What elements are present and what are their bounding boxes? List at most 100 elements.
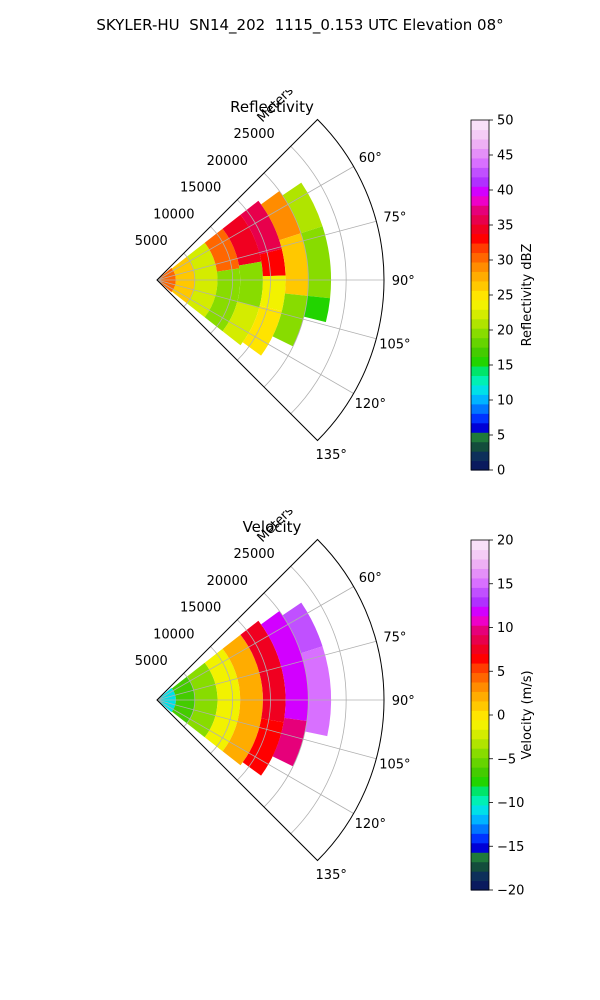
colorbar-swatch [471,644,489,655]
colorbar-swatch [471,785,489,797]
velocity-panel: 60° 75° 90° 105° 120° 135° 5000 10000 15000 20000… [135,510,535,899]
colorbar-swatch [471,422,489,433]
colorbar-tick-label: −20 [497,884,524,899]
colorbar-swatch [471,242,489,254]
colorbar-tick-label: 50 [497,114,514,129]
colorbar-swatch [471,138,489,149]
field-cell [204,268,241,332]
colorbar-swatch [471,290,489,301]
colorbar-swatch [471,672,489,683]
colorbar-swatch [471,214,489,225]
colorbar-tick-label: 25 [497,289,514,304]
field-cell [272,293,308,347]
colorbar-swatch [471,403,489,414]
colorbar-tick-label: 15 [497,577,514,592]
angle-tick-label: 120° [355,397,386,412]
colorbar-swatch [471,549,489,560]
field-cell [259,248,286,277]
colorbar-swatch [471,861,489,872]
colorbar-swatch [471,795,489,806]
colorbar-swatch [471,577,489,588]
colorbar-swatch [471,804,489,815]
colorbar-swatch [471,261,489,272]
field-cell [259,275,286,312]
radial-tick-label: 20000 [207,154,248,169]
colorbar-swatch [471,558,489,569]
radial-tick-label: 15000 [180,181,221,196]
angle-tick-label: 60° [359,151,382,166]
angle-tick-label: 120° [355,817,386,832]
angle-tick-label: 105° [379,338,410,353]
angle-tick-label: 75° [383,630,406,645]
sector-frame [156,538,385,862]
reflectivity-panel: 60° 75° 90° 105° 120° 135° 5000 10000 15000 20000… [135,90,535,479]
colorbar-swatch [471,309,489,320]
radial-tick-label: 25000 [233,127,274,142]
colorbar-swatch [471,157,489,168]
colorbar-tick-label: −15 [497,840,524,855]
polar-grid [156,145,384,415]
colorbar-swatch [471,337,489,348]
colorbar-swatch [471,568,489,579]
colorbar: −20 −15 −10 −5 0 5 10 15 20 Velocity (m/s) [470,534,535,899]
field-cell [237,261,263,308]
angular-gridline [156,699,354,814]
colorbar-swatch [471,375,489,386]
colorbar-swatch [471,653,489,664]
colorbar-swatch [471,451,489,462]
colorbar-swatch [471,299,489,310]
colorbar-swatch [471,176,489,187]
colorbar-swatch [471,710,489,721]
colorbar-swatch [471,587,489,598]
colorbar-swatch [471,634,489,645]
field-cell [282,602,323,654]
polar-grid [156,565,384,835]
colorbar-swatch [471,738,489,749]
colorbar-swatch [471,681,489,692]
colorbar-swatch [471,271,489,282]
colorbar-swatch [471,700,489,711]
colorbar-tick-label: 40 [497,184,514,199]
colorbar-swatch [471,823,489,834]
colorbar-swatch [471,186,489,197]
colorbar-swatch [471,413,489,424]
colorbar-swatch [471,776,489,787]
colorbar-swatch [471,460,489,471]
colorbar-swatch [471,347,489,358]
colorbar-tick-label: 0 [497,464,505,479]
colorbar-swatch [471,540,489,551]
radial-tick-label: 10000 [153,208,194,223]
field-cell [222,214,262,266]
colorbar-swatch [471,384,489,395]
angular-gridline [156,279,377,340]
colorbar-swatch [471,814,489,825]
colorbar-tick-label: 10 [497,394,514,409]
field-cell [261,191,301,241]
angle-tick-label: 90° [392,694,415,709]
colorbar-swatch [471,356,489,367]
colorbar-tick-label: 20 [497,534,514,549]
radial-tick-label: 20000 [207,574,248,589]
colorbar-swatch [471,365,489,377]
angle-tick-label: 75° [383,210,406,225]
colorbar-swatch [471,842,489,853]
radial-tick-label: 10000 [153,628,194,643]
colorbar-tick-label: 5 [497,665,505,680]
colorbar-tick-label: 10 [497,621,514,636]
panel-title: Velocity [243,518,302,536]
colorbar-tick-label: 0 [497,709,505,724]
colorbar-swatch [471,615,489,626]
angular-gridline [156,640,377,701]
angular-gridline [156,220,377,281]
colorbar-tick-label: 35 [497,219,514,234]
colorbar-swatch [471,757,489,768]
angular-gridline [156,699,377,760]
field-cell [303,295,331,323]
angular-gridline [156,166,354,281]
colorbar-swatch [471,871,489,882]
colorbar: 0 5 10 15 20 25 30 35 40 45 50 Reflectivity dBZ [470,114,535,479]
colorbar-swatch [471,224,489,235]
colorbar-label: Velocity (m/s) [520,670,535,759]
angle-tick-label: 135° [316,448,347,463]
colorbar-swatch [471,280,489,291]
